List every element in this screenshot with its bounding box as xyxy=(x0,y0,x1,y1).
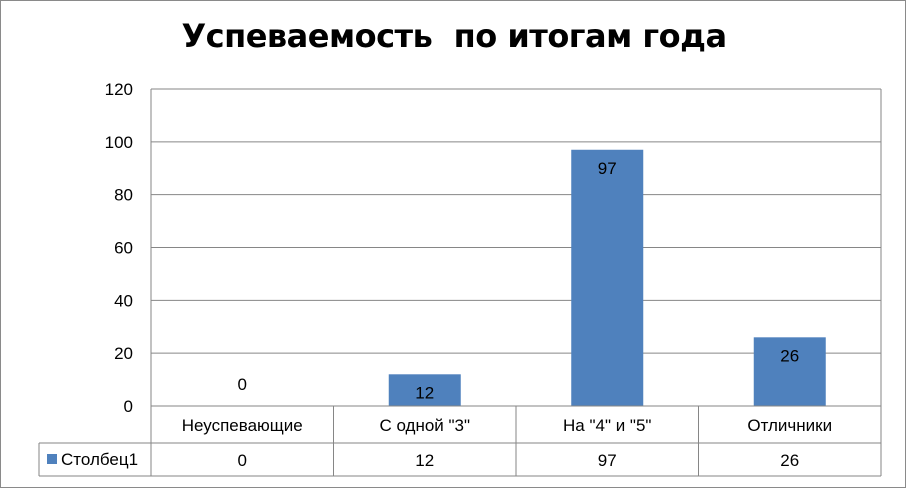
x-tick-label: На "4" и "5" xyxy=(563,416,651,435)
x-tick-label: Неуспевающие xyxy=(182,416,303,435)
table-value: 26 xyxy=(780,451,799,470)
data-label: 97 xyxy=(598,159,617,178)
table-value: 0 xyxy=(238,451,247,470)
y-tick-label: 0 xyxy=(124,397,133,416)
table-value: 12 xyxy=(415,451,434,470)
legend-label: Столбец1 xyxy=(61,450,138,469)
bar xyxy=(753,337,826,406)
table-value: 97 xyxy=(598,451,617,470)
bar xyxy=(571,149,644,406)
y-tick-label: 60 xyxy=(114,239,133,258)
y-tick-label: 80 xyxy=(114,186,133,205)
data-label: 0 xyxy=(238,375,247,394)
data-label: 26 xyxy=(780,346,799,365)
x-tick-label: Отличники xyxy=(747,416,832,435)
y-tick-label: 120 xyxy=(105,80,133,99)
data-label: 12 xyxy=(415,383,434,402)
bar xyxy=(388,374,461,406)
y-tick-label: 100 xyxy=(105,133,133,152)
y-tick-label: 20 xyxy=(114,344,133,363)
y-tick-label: 40 xyxy=(114,291,133,310)
chart-title: Успеваемость по итогам года xyxy=(181,17,727,55)
legend-swatch xyxy=(47,454,57,464)
x-tick-label: С одной "3" xyxy=(379,416,470,435)
